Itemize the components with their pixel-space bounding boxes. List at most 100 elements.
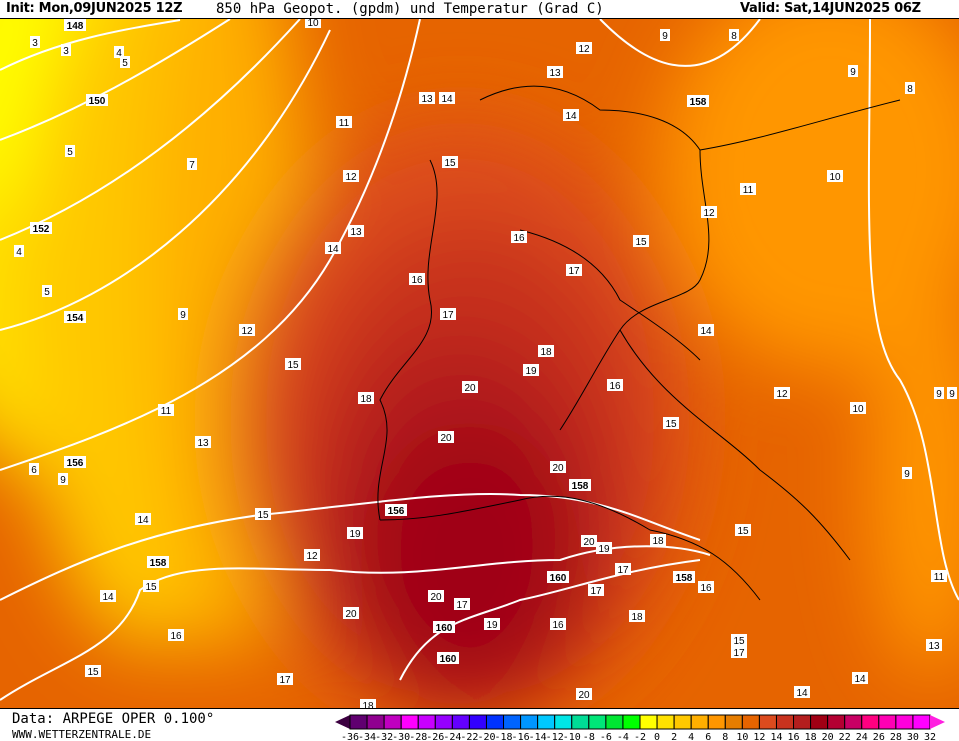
temperature-label-box bbox=[336, 116, 352, 128]
geopotential-label: 148 bbox=[67, 21, 84, 32]
temperature-label-box bbox=[439, 92, 455, 104]
temperature-label: 17 bbox=[442, 310, 454, 321]
colorbar-tick-label: 0 bbox=[654, 732, 660, 741]
temperature-label-box bbox=[305, 19, 321, 28]
temperature-label: 15 bbox=[635, 237, 647, 248]
temperature-label: 9 bbox=[662, 31, 668, 42]
geopotential-label: 150 bbox=[89, 96, 106, 107]
temperature-label-box bbox=[547, 66, 563, 78]
temperature-label: 12 bbox=[345, 172, 357, 183]
geopotential-label-box bbox=[30, 222, 52, 234]
temperature-label: 18 bbox=[362, 701, 374, 708]
temperature-label: 9 bbox=[949, 389, 955, 400]
geopotential-label: 156 bbox=[388, 506, 405, 517]
geopotential-label: 160 bbox=[550, 573, 567, 584]
colorbar-swatch bbox=[468, 714, 487, 730]
website: WWW.WETTERZENTRALE.DE bbox=[12, 728, 152, 741]
geopotential-label-box bbox=[673, 571, 695, 583]
geopotential-label: 158 bbox=[150, 558, 167, 569]
temperature-label-box bbox=[195, 436, 211, 448]
colorbar-swatch bbox=[503, 714, 522, 730]
temperature-label-box bbox=[735, 524, 751, 536]
geopotential-label: 158 bbox=[572, 481, 589, 492]
temperature-label: 3 bbox=[63, 46, 69, 57]
colorbar-tick-label: -6 bbox=[600, 732, 612, 741]
colorbar-high-arrow bbox=[930, 715, 945, 729]
temperature-label: 11 bbox=[339, 118, 350, 129]
temperature-label-box bbox=[440, 308, 456, 320]
geopotential-label-box bbox=[687, 95, 709, 107]
temperature-label-box bbox=[348, 225, 364, 237]
geopotential-label-box bbox=[437, 652, 459, 664]
temperature-colorbar: -36-34-32-30-28-26-24-22-20-18-16-14-12-… bbox=[335, 714, 945, 741]
colorbar-tick-label: -22 bbox=[460, 732, 478, 741]
colorbar-swatch bbox=[451, 714, 470, 730]
colorbar-tick-label: -28 bbox=[409, 732, 427, 741]
temperature-label-box bbox=[615, 563, 631, 575]
temperature-label: 19 bbox=[525, 366, 537, 377]
temperature-label-box bbox=[850, 402, 866, 414]
geopotential-label: 158 bbox=[676, 573, 693, 584]
temperature-label: 18 bbox=[360, 394, 372, 405]
temperature-label: 16 bbox=[700, 583, 712, 594]
colorbar-tick-label: 14 bbox=[770, 732, 782, 741]
colorbar-swatch bbox=[758, 714, 777, 730]
valid-time: Valid: Sat,14JUN2025 06Z bbox=[740, 1, 921, 16]
temperature-label: 16 bbox=[411, 275, 423, 286]
temperature-label-box bbox=[462, 381, 478, 393]
colorbar-tick-label: -18 bbox=[494, 732, 512, 741]
temperature-label: 11 bbox=[934, 572, 945, 583]
colorbar-swatch bbox=[588, 714, 607, 730]
temperature-label-box bbox=[239, 324, 255, 336]
temperature-label-box bbox=[255, 508, 271, 520]
temperature-label: 14 bbox=[854, 674, 866, 685]
temperature-label: 15 bbox=[257, 510, 269, 521]
colorbar-tick-label: 32 bbox=[924, 732, 936, 741]
colorbar-tick-label: -8 bbox=[583, 732, 595, 741]
temperature-label-box bbox=[731, 646, 747, 658]
colorbar-swatch bbox=[793, 714, 812, 730]
colorbar-swatch bbox=[673, 714, 692, 730]
colorbar-tick-label: 28 bbox=[890, 732, 902, 741]
temperature-label-box bbox=[61, 44, 71, 56]
temperature-label-box bbox=[347, 527, 363, 539]
temperature-label-box bbox=[484, 618, 500, 630]
temperature-label-box bbox=[428, 590, 444, 602]
temperature-label-box bbox=[698, 581, 714, 593]
geopotential-label-box bbox=[86, 94, 108, 106]
temperature-label: 17 bbox=[590, 586, 602, 597]
colorbar-tick-label: -12 bbox=[546, 732, 564, 741]
colorbar-swatch bbox=[571, 714, 590, 730]
colorbar-tick-label: 20 bbox=[822, 732, 834, 741]
temperature-label-box bbox=[550, 618, 566, 630]
colorbar-tick-label: 30 bbox=[907, 732, 919, 741]
colorbar-swatch bbox=[724, 714, 743, 730]
temperature-label-box bbox=[511, 231, 527, 243]
colorbar-swatch bbox=[349, 714, 368, 730]
temperature-label: 12 bbox=[578, 44, 590, 55]
temperature-label: 20 bbox=[345, 609, 357, 620]
temperature-label-box bbox=[168, 629, 184, 641]
temperature-label: 14 bbox=[796, 688, 808, 699]
colorbar-tick-label: 4 bbox=[688, 732, 694, 741]
temperature-label-box bbox=[931, 570, 947, 582]
temperature-label: 6 bbox=[31, 465, 37, 476]
colorbar-tick-label: -36 bbox=[341, 732, 359, 741]
temperature-label: 20 bbox=[578, 690, 590, 701]
temperature-label: 20 bbox=[552, 463, 564, 474]
geopotential-label: 154 bbox=[67, 313, 84, 324]
temperature-label: 15 bbox=[737, 526, 749, 537]
colorbar-tick-label: -14 bbox=[529, 732, 547, 741]
temperature-label: 11 bbox=[743, 185, 754, 196]
temperature-label: 11 bbox=[161, 406, 172, 417]
temperature-label-box bbox=[827, 170, 843, 182]
temperature-label: 15 bbox=[733, 636, 745, 647]
colorbar-swatch bbox=[400, 714, 419, 730]
temperature-label: 13 bbox=[197, 438, 209, 449]
geopotential-label: 158 bbox=[690, 97, 707, 108]
temperature-label-box bbox=[731, 634, 747, 646]
temperature-label: 16 bbox=[609, 381, 621, 392]
temperature-label-box bbox=[576, 688, 592, 700]
temperature-label: 15 bbox=[287, 360, 299, 371]
